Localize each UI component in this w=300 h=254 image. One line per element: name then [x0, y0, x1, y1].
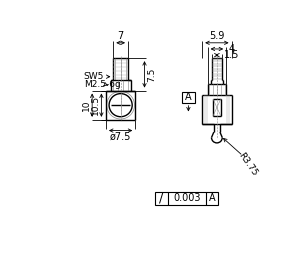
Text: 10.5: 10.5: [91, 95, 100, 115]
Bar: [182, 92, 195, 103]
Text: 1.5: 1.5: [224, 50, 239, 60]
Text: 7.5: 7.5: [147, 67, 156, 82]
Text: R3.75: R3.75: [236, 151, 259, 178]
Text: 5.9: 5.9: [209, 31, 225, 41]
Text: 0.003: 0.003: [173, 193, 201, 203]
Text: 4: 4: [228, 44, 235, 54]
Text: SW5: SW5: [84, 72, 104, 81]
Bar: [155, 192, 218, 204]
Text: 7: 7: [118, 31, 124, 41]
Text: 10: 10: [82, 99, 91, 111]
Text: A: A: [209, 193, 216, 203]
Text: M2.5-6g: M2.5-6g: [84, 80, 120, 89]
Text: /: /: [159, 192, 164, 205]
Text: A: A: [185, 92, 192, 102]
Text: ø7.5: ø7.5: [110, 132, 131, 142]
